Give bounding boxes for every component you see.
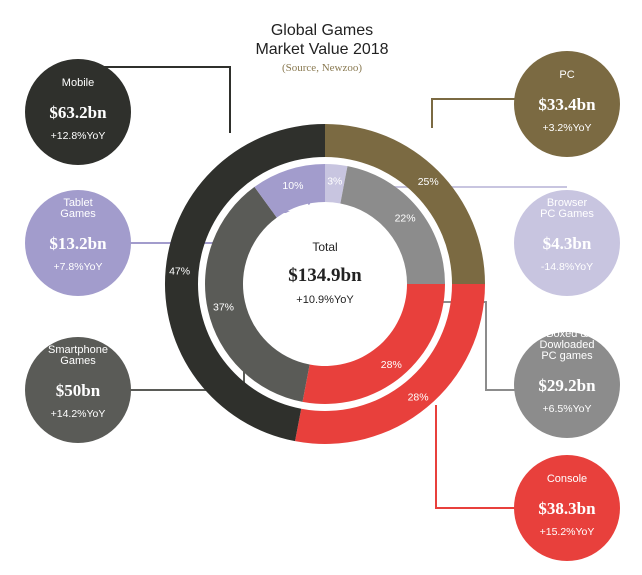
inner-slice-tablet-games (254, 164, 325, 218)
callout-tablet-games-name-line-2: Games (60, 208, 96, 220)
chart-title: Global Games Market Value 2018 (Source, … (255, 22, 388, 74)
callout-smartphone-games-yoy: +14.2%YoY (51, 408, 106, 420)
callout-console-yoy: +15.2%YoY (540, 526, 595, 538)
callout-boxed-dowloaded-pc-games-value: $29.2bn (538, 376, 596, 395)
callout-browser-pc-games-name-line-2: PC Games (540, 208, 594, 220)
outer-slice-console-percent-label: 28% (408, 392, 429, 404)
callout-tablet-games-value: $13.2bn (49, 234, 107, 253)
callout-tablet-games-bubble (25, 190, 131, 296)
callout-mobile-name-line-1: Mobile (62, 77, 94, 89)
outer-slice-console (295, 284, 485, 445)
chart-source: (Source, Newzoo) (282, 62, 362, 74)
total-center: Total $134.9bn +10.9%YoY (244, 203, 406, 365)
callout-smartphone-games-bubble (25, 337, 131, 443)
callout-pc-bubble (514, 51, 620, 157)
outer-slice-pc (325, 124, 485, 284)
inner-slice-tablet-games-percent-label: 10% (282, 180, 303, 192)
callout-smartphone-games-name-line-1: Smartphone (48, 344, 108, 356)
outer-ring: 25% 28% 47% (164, 123, 485, 445)
inner-slice-boxed-dowloaded-pc-games (340, 166, 445, 284)
callout-console-bubble (514, 455, 620, 561)
callout-bubbles: Mobile$63.2bn+12.8%YoYTabletGames$13.2bn… (25, 51, 620, 561)
callout-pc: PC $33.4bn +3.2%YoY (514, 51, 620, 157)
chart-title-line-1: Global Games (271, 22, 373, 39)
callout-pc-value: $33.4bn (538, 95, 596, 114)
center-disc (244, 203, 406, 365)
callout-browser-pc-games-name-line-1: Browser (547, 197, 588, 209)
callout-boxed-dowloaded-pc-games-name-line-3: PC games (541, 350, 593, 362)
callout-console-name-line-1: Console (547, 473, 587, 485)
outer-slice-mobile-percent-label: 47% (169, 265, 190, 277)
callout-pc-name-line-1: PC (559, 69, 574, 81)
total-label: Total (312, 240, 337, 254)
callout-browser-pc-games-value: $4.3bn (543, 234, 592, 253)
inner-slice-boxed-dowloaded-pc-games-percent-label: 22% (395, 213, 416, 225)
callout-boxed-dowloaded-pc-games-bubble (514, 332, 620, 438)
callout-smartphone-games-name-line-2: Games (60, 355, 96, 367)
callout-pc-yoy: +3.2%YoY (543, 122, 592, 134)
total-yoy: +10.9%YoY (296, 294, 354, 306)
callout-console: Console $38.3bn +15.2%YoY (514, 455, 620, 561)
outer-slice-mobile (164, 123, 325, 442)
callout-mobile: Mobile $63.2bn +12.8%YoY (25, 59, 131, 165)
callout-mobile-bubble (25, 59, 131, 165)
inner-slice-console-percent-label: 28% (381, 359, 402, 371)
callout-browser-pc-games-bubble (514, 190, 620, 296)
callout-boxed-dowloaded-pc-games-yoy: +6.5%YoY (543, 403, 592, 415)
callout-console-value: $38.3bn (538, 499, 596, 518)
inner-ring: 3% 22% 28% 37% 10% (205, 164, 445, 404)
callout-tablet-games-name-line-1: Tablet (63, 197, 92, 209)
inner-slice-smartphone-games-percent-label: 37% (213, 302, 234, 314)
callout-smartphone-games-value: $50bn (56, 381, 101, 400)
callout-boxed-dowloaded-pc-games-name-line-2: Dowloaded (539, 339, 594, 351)
callout-mobile-value: $63.2bn (49, 103, 107, 122)
total-value: $134.9bn (288, 265, 362, 286)
inner-slice-console (302, 284, 445, 404)
outer-slice-pc-percent-label: 25% (418, 176, 439, 188)
callout-browser-pc-games-yoy: -14.8%YoY (541, 261, 593, 273)
chart-title-line-2: Market Value 2018 (255, 41, 388, 58)
callout-mobile-yoy: +12.8%YoY (51, 130, 106, 142)
inner-slice-browser-pc-games-percent-label: 3% (327, 176, 342, 188)
inner-slice-browser-pc-games (325, 164, 348, 204)
callout-tablet-games-yoy: +7.8%YoY (54, 261, 103, 273)
inner-slice-smartphone-games (205, 186, 310, 402)
callout-mobile-connector (78, 66, 231, 133)
callout-boxed-dowloaded-pc-games-name-line-1: Boxed & (546, 328, 588, 340)
